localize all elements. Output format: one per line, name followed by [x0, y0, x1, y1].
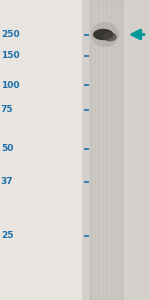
Text: 75: 75: [1, 105, 13, 114]
Bar: [117, 0, 118, 300]
Bar: [96, 0, 97, 300]
Ellipse shape: [93, 29, 113, 40]
Text: 25: 25: [1, 231, 13, 240]
Text: 250: 250: [1, 30, 19, 39]
Bar: [104, 0, 105, 300]
Text: 150: 150: [1, 51, 19, 60]
Text: 37: 37: [1, 177, 13, 186]
Bar: [93, 0, 94, 300]
Bar: [106, 0, 107, 300]
Bar: [101, 0, 102, 300]
Text: 100: 100: [1, 81, 19, 90]
Bar: [109, 0, 110, 300]
Ellipse shape: [103, 32, 117, 41]
Bar: [114, 0, 115, 300]
Bar: [90, 0, 123, 300]
Text: 50: 50: [1, 144, 13, 153]
Bar: [82, 0, 150, 300]
Ellipse shape: [91, 22, 119, 47]
